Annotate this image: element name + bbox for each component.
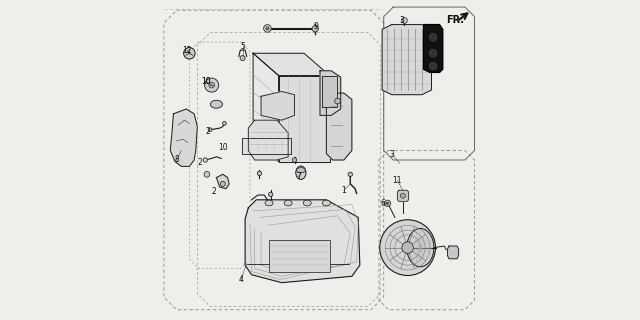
Text: 7: 7 — [296, 172, 301, 181]
Polygon shape — [245, 200, 360, 283]
Ellipse shape — [380, 220, 435, 276]
Circle shape — [257, 171, 262, 176]
Polygon shape — [253, 53, 330, 76]
Polygon shape — [424, 25, 443, 72]
Circle shape — [387, 202, 389, 204]
Text: 1: 1 — [342, 186, 346, 195]
Circle shape — [220, 181, 225, 187]
Circle shape — [240, 55, 245, 60]
Circle shape — [400, 193, 405, 198]
Circle shape — [204, 172, 210, 177]
Text: 3: 3 — [390, 150, 395, 159]
Text: 3: 3 — [399, 16, 404, 25]
Text: 2: 2 — [205, 127, 210, 136]
Circle shape — [205, 78, 219, 92]
Polygon shape — [216, 174, 229, 189]
Text: 6: 6 — [380, 198, 385, 207]
Text: 2: 2 — [197, 158, 202, 167]
Circle shape — [429, 50, 437, 57]
Bar — [269, 240, 330, 271]
Polygon shape — [253, 53, 278, 162]
Circle shape — [292, 158, 297, 162]
Polygon shape — [447, 246, 459, 259]
Circle shape — [209, 82, 214, 88]
Polygon shape — [397, 190, 408, 201]
Circle shape — [184, 48, 195, 59]
Text: 10: 10 — [218, 143, 228, 152]
Circle shape — [429, 62, 437, 70]
Circle shape — [402, 242, 413, 253]
Ellipse shape — [211, 100, 223, 108]
Ellipse shape — [296, 168, 305, 173]
Text: 2: 2 — [212, 187, 216, 196]
Text: 10: 10 — [201, 77, 211, 86]
Text: 9: 9 — [314, 22, 318, 31]
Text: 11: 11 — [393, 176, 402, 185]
Polygon shape — [320, 71, 340, 116]
Text: 5: 5 — [241, 42, 245, 51]
Polygon shape — [170, 109, 197, 166]
Polygon shape — [326, 93, 352, 160]
Circle shape — [385, 200, 391, 206]
Circle shape — [429, 34, 437, 41]
Bar — [321, 76, 337, 108]
Text: FR.: FR. — [446, 15, 464, 26]
Ellipse shape — [407, 228, 434, 267]
Text: 4: 4 — [239, 275, 243, 284]
Polygon shape — [278, 76, 330, 162]
Ellipse shape — [284, 200, 292, 206]
Polygon shape — [248, 120, 288, 160]
Ellipse shape — [265, 200, 273, 206]
Circle shape — [208, 128, 212, 132]
Ellipse shape — [296, 166, 306, 180]
Polygon shape — [382, 25, 431, 95]
Circle shape — [268, 192, 273, 197]
Circle shape — [203, 158, 207, 162]
Circle shape — [335, 98, 340, 104]
Polygon shape — [261, 92, 294, 120]
Text: 12: 12 — [182, 45, 191, 55]
Circle shape — [401, 18, 407, 23]
Ellipse shape — [323, 200, 330, 206]
Circle shape — [223, 122, 227, 125]
Circle shape — [312, 26, 319, 32]
Bar — [242, 138, 291, 154]
Circle shape — [266, 27, 269, 30]
Circle shape — [264, 25, 271, 32]
Circle shape — [348, 172, 353, 177]
Text: 10: 10 — [201, 77, 211, 86]
Text: 8: 8 — [174, 156, 179, 164]
Ellipse shape — [303, 200, 311, 206]
